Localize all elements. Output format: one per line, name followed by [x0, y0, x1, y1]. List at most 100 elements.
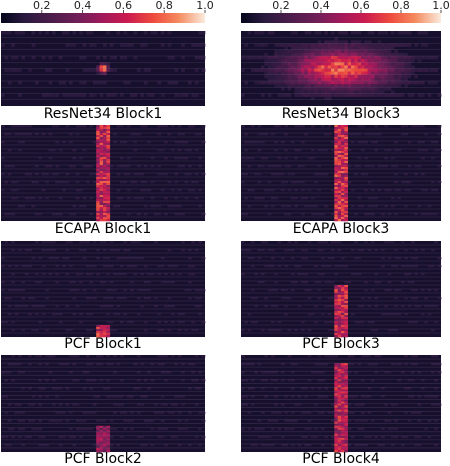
- heatmap-cell: [45, 297, 49, 300]
- heatmap-cell: [177, 355, 182, 358]
- heatmap-cell: [96, 179, 100, 182]
- heatmap-cell: [334, 301, 338, 304]
- heatmap-cell: [177, 427, 182, 431]
- heatmap-cell: [381, 257, 385, 260]
- heatmap-cell: [251, 443, 255, 447]
- heatmap-cell: [334, 317, 338, 320]
- heatmap-cell: [113, 56, 117, 60]
- heatmap-cell: [291, 249, 295, 252]
- heatmap-cell: [327, 40, 332, 44]
- heatmap-cell: [271, 371, 275, 374]
- heatmap-cell: [317, 87, 322, 91]
- heatmap-cell: [113, 68, 117, 72]
- heatmap-cell: [321, 427, 325, 431]
- heatmap-cell: [99, 139, 104, 142]
- heatmap-cell: [35, 173, 39, 176]
- heatmap-cell: [103, 297, 107, 300]
- heatmap-cell: [331, 43, 335, 47]
- heatmap-cell: [281, 84, 285, 88]
- heatmap-cell: [147, 371, 151, 374]
- heatmap-cell: [334, 213, 338, 216]
- heatmap-cell: [397, 313, 402, 316]
- heatmap-cell: [113, 205, 117, 208]
- heatmap-cell: [99, 431, 104, 435]
- heatmap-cell: [133, 149, 138, 152]
- heatmap-cell: [301, 90, 305, 94]
- heatmap-cell: [341, 427, 345, 431]
- heatmap-cell: [334, 293, 338, 296]
- heatmap-cell: [324, 355, 328, 358]
- panel-title: PCF Block4: [302, 451, 380, 466]
- heatmap-cell: [99, 201, 104, 204]
- heatmap-cell: [407, 62, 412, 66]
- heatmap-cell: [384, 84, 388, 88]
- heatmap-cell: [324, 205, 328, 208]
- heatmap-cell: [188, 125, 192, 128]
- heatmap-cell: [334, 169, 338, 172]
- heatmap-cell: [31, 305, 36, 308]
- heatmap-cell: [274, 77, 278, 82]
- heatmap-cell: [21, 56, 26, 60]
- heatmap-cell: [341, 159, 345, 162]
- heatmap-cell: [284, 56, 288, 60]
- heatmap-cell: [264, 435, 268, 439]
- heatmap-cell: [18, 149, 22, 152]
- heatmap-cell: [106, 131, 111, 134]
- heatmap-cell: [75, 197, 80, 200]
- heatmap-cell: [72, 379, 77, 382]
- heatmap-cell: [55, 419, 60, 422]
- heatmap-cell: [341, 187, 345, 190]
- heatmap-cell: [294, 68, 298, 72]
- heatmap-cell: [58, 321, 63, 324]
- heatmap-cell: [160, 419, 165, 422]
- heatmap-cell: [264, 297, 268, 300]
- heatmap-cell: [314, 62, 318, 66]
- heatmap-cell: [344, 419, 348, 422]
- heatmap-cell: [267, 329, 272, 332]
- heatmap-cell: [137, 371, 141, 374]
- heatmap-cell: [150, 93, 155, 97]
- heatmap-cell: [361, 403, 365, 406]
- heatmap-cell: [181, 213, 185, 216]
- heatmap-cell: [99, 163, 104, 166]
- heatmap-cell: [387, 371, 392, 374]
- heatmap-cell: [351, 40, 355, 44]
- heatmap-cell: [431, 363, 435, 366]
- heatmap-cell: [424, 189, 428, 192]
- heatmap-cell: [281, 52, 285, 57]
- heatmap-cell: [337, 441, 342, 445]
- heatmap-cell: [421, 56, 425, 60]
- heatmap-cell: [367, 297, 372, 300]
- heatmap-cell: [337, 81, 342, 85]
- heatmap-cell: [344, 323, 348, 326]
- heatmap-cell: [401, 133, 405, 136]
- heatmap-cell: [271, 65, 275, 69]
- heatmap-cell: [7, 371, 12, 374]
- heatmap-cell: [284, 205, 288, 208]
- heatmap-cell: [341, 391, 345, 394]
- heatmap-cell: [247, 427, 252, 431]
- heatmap-cell: [137, 403, 141, 406]
- heatmap-cell: [341, 441, 345, 445]
- heatmap-cell: [341, 56, 345, 60]
- heatmap-cell: [314, 371, 318, 374]
- heatmap-cell: [167, 43, 172, 47]
- heatmap-cell: [89, 363, 94, 366]
- heatmap-cell: [99, 437, 104, 441]
- heatmap-cell: [103, 435, 107, 439]
- heatmap-cell: [99, 355, 104, 358]
- heatmap-cell: [344, 363, 348, 366]
- heatmap-cell: [357, 77, 362, 82]
- heatmap-cell: [307, 93, 312, 97]
- heatmap-cell: [18, 355, 22, 358]
- heatmap-cell: [72, 213, 77, 216]
- heatmap-cell: [106, 209, 111, 212]
- heatmap-cell: [120, 355, 124, 358]
- heatmap-cell: [341, 175, 345, 178]
- heatmap-cell: [437, 265, 442, 268]
- heatmap-cell: [157, 173, 162, 176]
- heatmap-cell: [41, 189, 46, 192]
- heatmap-cell: [291, 84, 295, 88]
- heatmap-cell: [35, 305, 39, 308]
- heatmap-cell: [96, 56, 100, 60]
